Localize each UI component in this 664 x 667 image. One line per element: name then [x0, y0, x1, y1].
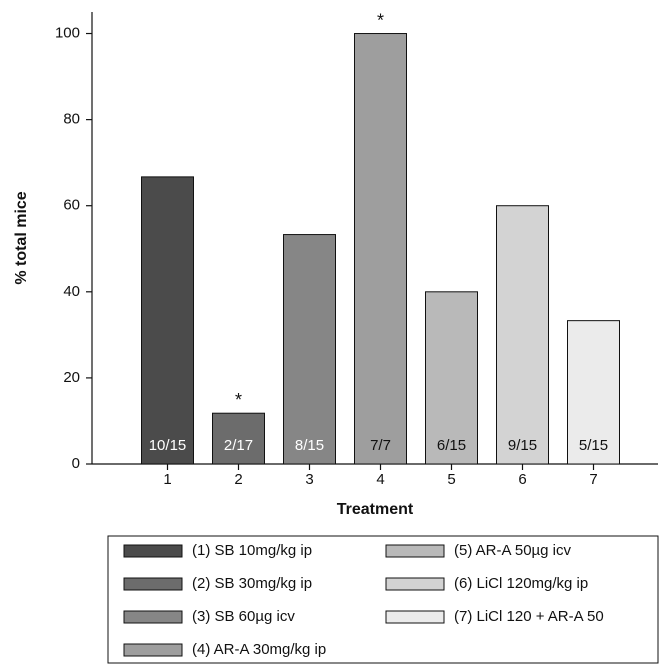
y-tick-label: 80	[63, 111, 80, 128]
legend-label: (3) SB 60µg icv	[192, 608, 295, 625]
legend-swatch	[123, 610, 183, 624]
bar-fraction: 8/15	[295, 437, 324, 454]
legend-swatch	[385, 544, 445, 558]
legend-label: (6) LiCl 120mg/kg ip	[454, 575, 588, 592]
y-tick-label: 60	[63, 197, 80, 214]
x-tick-label: 5	[447, 471, 455, 488]
legend-label: (4) AR-A 30mg/kg ip	[192, 641, 326, 658]
bar	[496, 205, 549, 465]
bar-fraction: 6/15	[437, 437, 466, 454]
bar	[141, 176, 194, 465]
legend-swatch	[385, 577, 445, 591]
bar-fraction: 2/17	[224, 437, 253, 454]
y-tick-label: 100	[55, 24, 80, 41]
y-tick-label: 40	[63, 283, 80, 300]
x-tick-label: 3	[305, 471, 313, 488]
bar	[354, 33, 407, 465]
y-tick-label: 20	[63, 369, 80, 386]
bar	[425, 291, 478, 465]
significance-star: *	[377, 10, 384, 30]
x-tick-label: 6	[518, 471, 526, 488]
legend-label: (5) AR-A 50µg icv	[454, 542, 572, 559]
legend-label: (7) LiCl 120 + AR-A 50	[454, 608, 604, 625]
legend-swatch	[385, 610, 445, 624]
significance-star: *	[235, 390, 242, 410]
bar-fraction: 9/15	[508, 437, 537, 454]
legend-swatch	[123, 643, 183, 657]
y-tick-label: 0	[72, 455, 80, 472]
legend-swatch	[123, 577, 183, 591]
bar	[283, 234, 336, 465]
bar	[212, 412, 265, 465]
legend-box	[107, 535, 659, 664]
x-tick-label: 7	[589, 471, 597, 488]
y-axis-label: % total mice	[13, 191, 30, 284]
bar-fraction: 10/15	[149, 437, 187, 454]
bar-fraction: 7/7	[370, 437, 391, 454]
x-tick-label: 4	[376, 471, 384, 488]
x-axis-label: Treatment	[337, 501, 414, 518]
legend-label: (1) SB 10mg/kg ip	[192, 542, 312, 559]
bar-fraction: 5/15	[579, 437, 608, 454]
legend-label: (2) SB 30mg/kg ip	[192, 575, 312, 592]
x-tick-label: 2	[234, 471, 242, 488]
bar	[567, 320, 620, 465]
legend-swatch	[123, 544, 183, 558]
x-tick-label: 1	[163, 471, 171, 488]
